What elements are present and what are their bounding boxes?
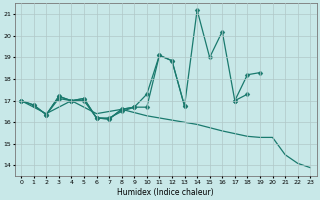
X-axis label: Humidex (Indice chaleur): Humidex (Indice chaleur)	[117, 188, 214, 197]
